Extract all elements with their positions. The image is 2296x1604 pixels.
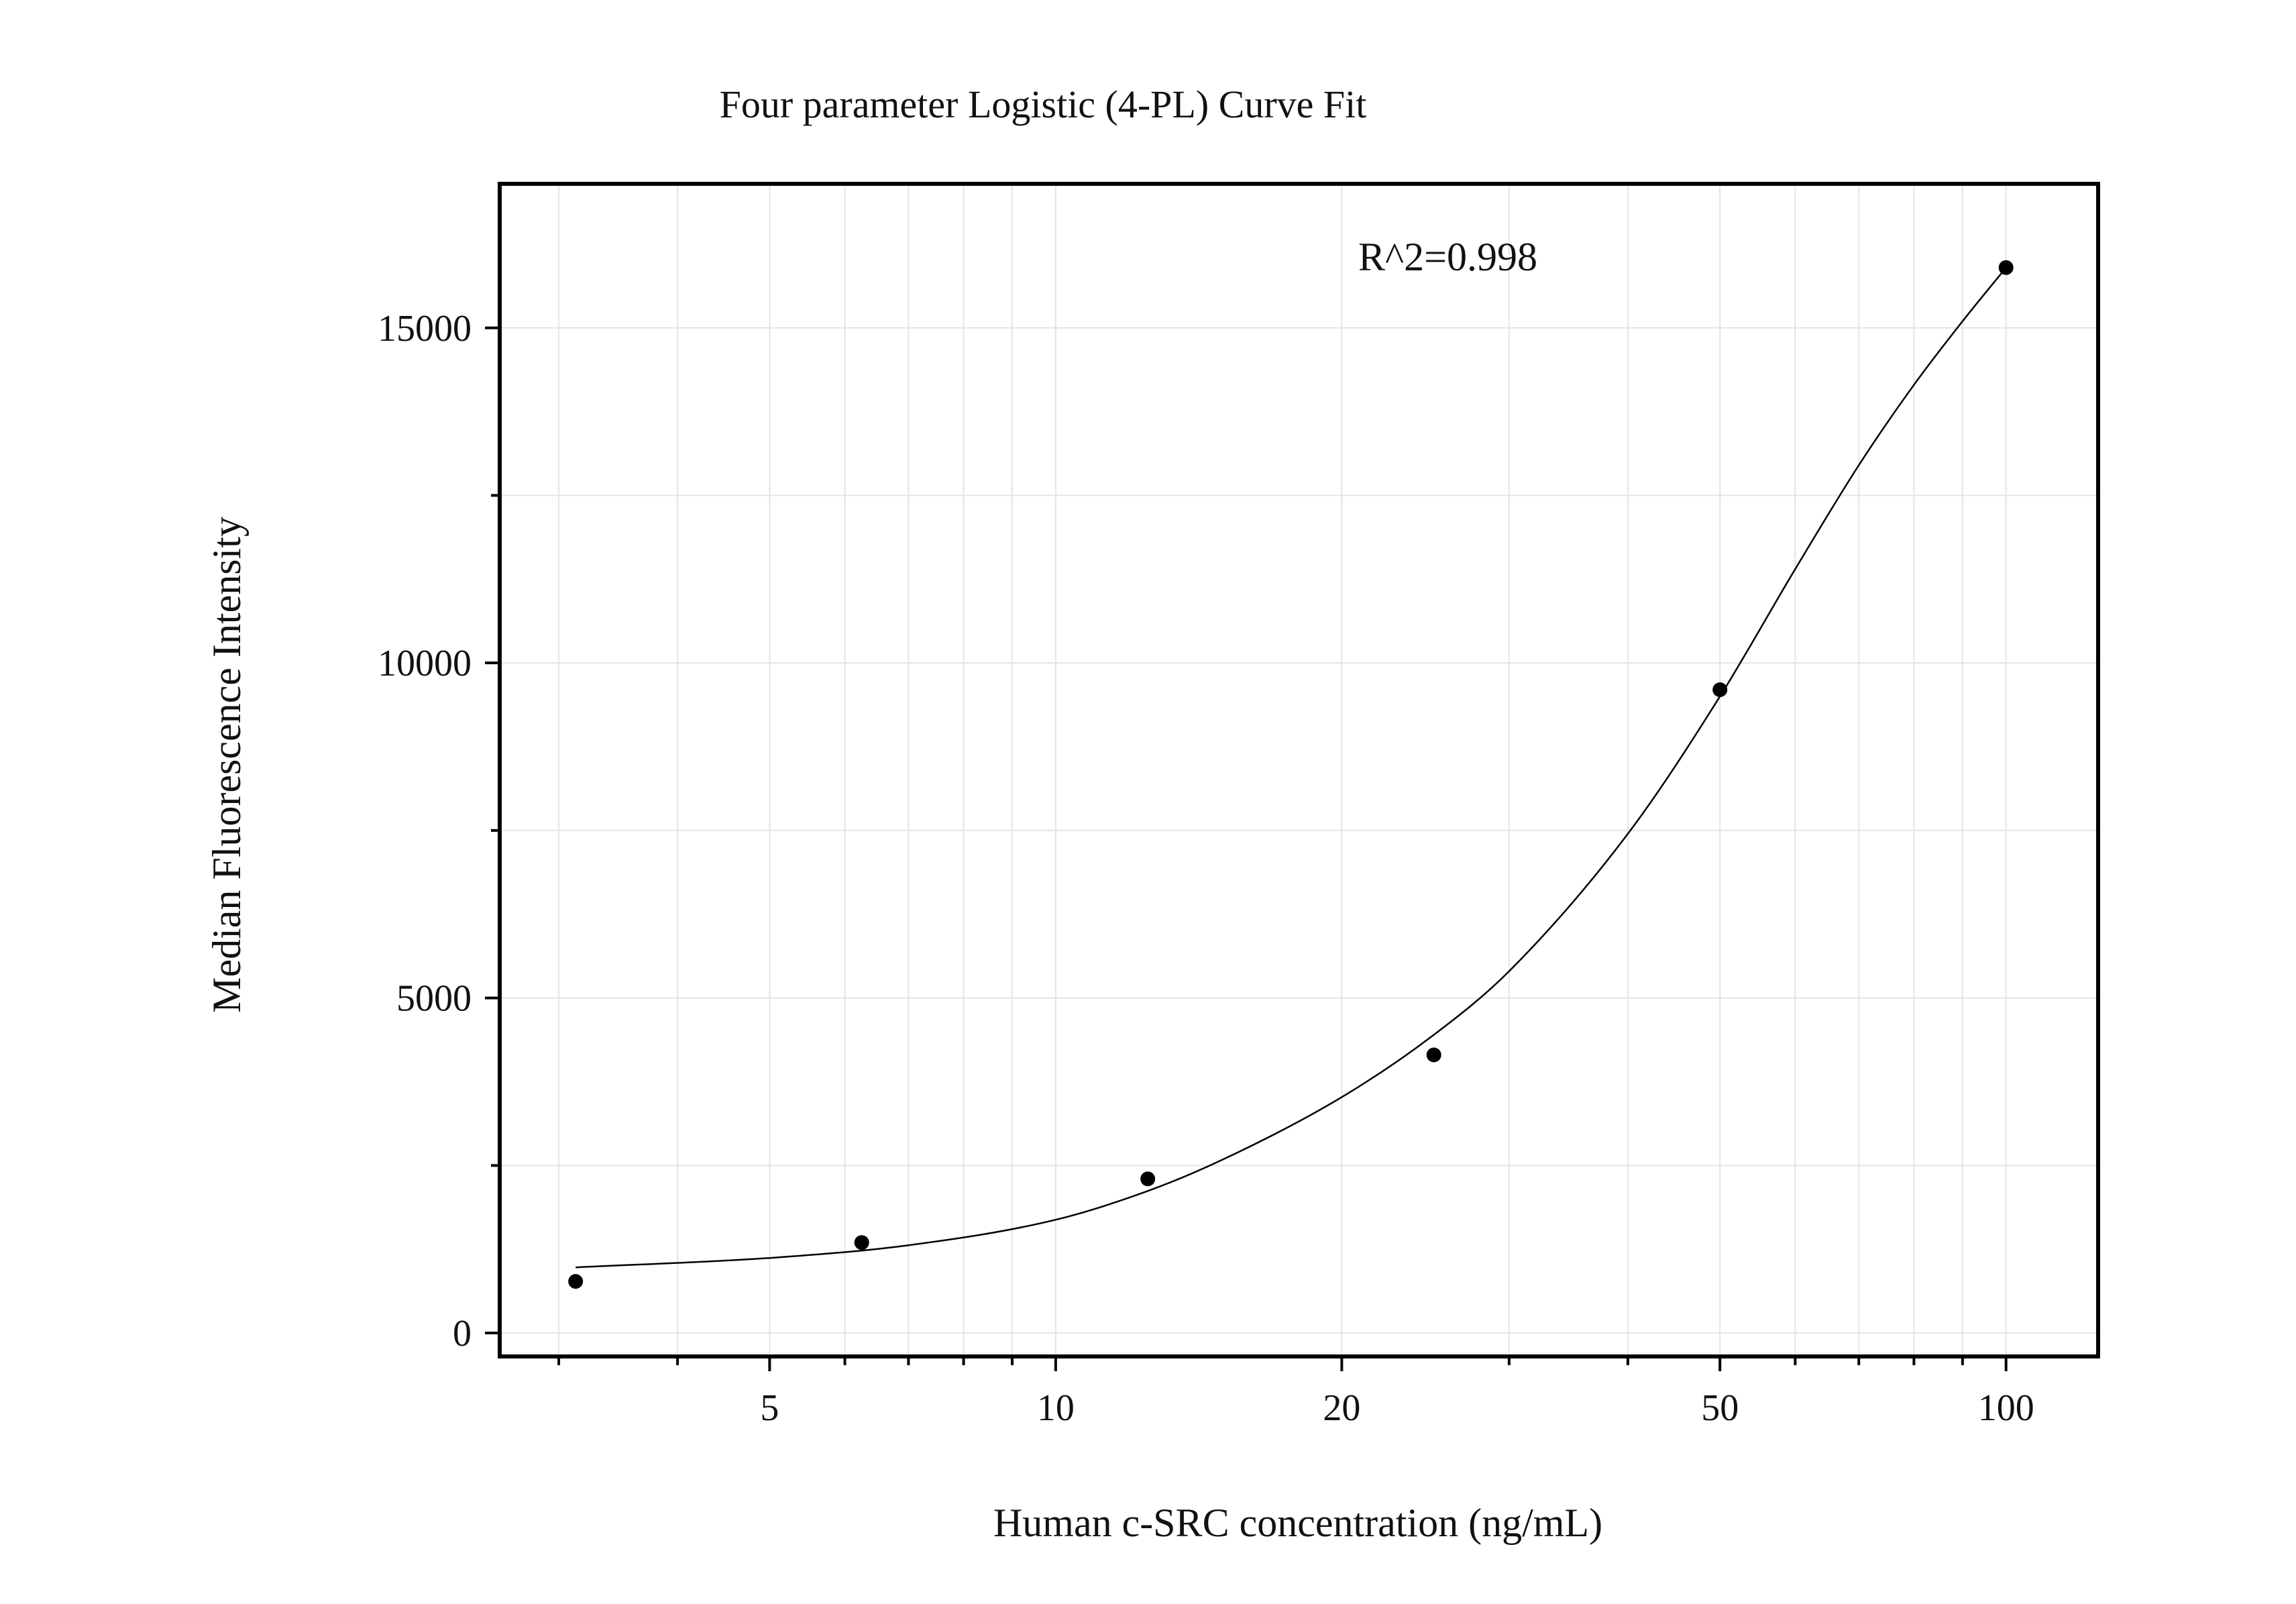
axes: 5 10 20 50 100 0 5000 10000 15000 — [378, 182, 2100, 1429]
y-tick-label: 10000 — [378, 643, 472, 684]
labels: Four parameter Logistic (4-PL) Curve Fit… — [205, 83, 1602, 1545]
data-point — [568, 1274, 584, 1289]
x-tick-label: 100 — [1978, 1387, 2034, 1429]
y-tick-label: 5000 — [396, 978, 472, 1020]
data-points-layer — [568, 260, 2014, 1289]
y-tick-label: 0 — [453, 1313, 472, 1354]
x-tick-label: 20 — [1323, 1387, 1360, 1429]
y-tick-label: 15000 — [378, 308, 472, 350]
x-tick-label: 5 — [760, 1387, 779, 1429]
r-squared-annotation: R^2=0.998 — [1358, 235, 1537, 279]
y-axis-label: Median Fluorescence Intensity — [205, 517, 249, 1013]
data-point — [1712, 682, 1728, 698]
grid — [500, 184, 2098, 1356]
fit-curve — [576, 267, 2007, 1269]
data-point — [1426, 1047, 1441, 1063]
x-tick-label: 50 — [1701, 1387, 1739, 1429]
data-point — [854, 1235, 869, 1250]
data-point — [1140, 1171, 1156, 1187]
plot-frame — [498, 182, 2100, 1358]
x-axis-label: Human c-SRC concentration (ng/mL) — [993, 1501, 1602, 1545]
data-point — [1998, 260, 2014, 275]
chart-title: Four parameter Logistic (4-PL) Curve Fit — [720, 83, 1367, 126]
x-tick-label: 10 — [1037, 1387, 1075, 1429]
fit-curve-layer — [576, 267, 2007, 1269]
